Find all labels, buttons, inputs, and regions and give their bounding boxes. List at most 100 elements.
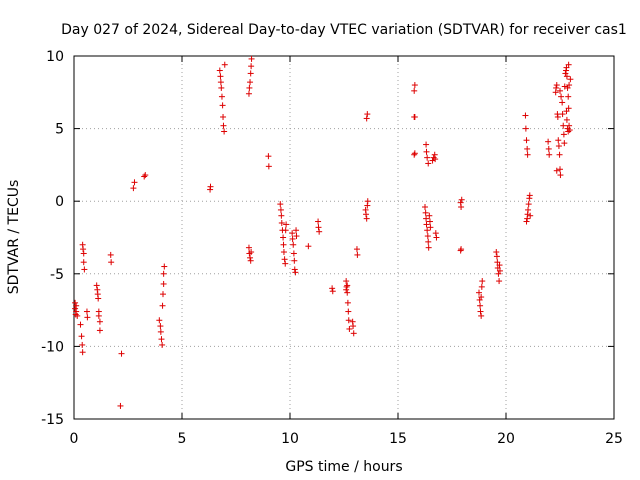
- data-point: [282, 260, 289, 267]
- data-point: [350, 323, 357, 330]
- data-point: [282, 227, 289, 234]
- data-point: [278, 219, 285, 226]
- data-point: [292, 269, 299, 276]
- data-point: [158, 336, 165, 343]
- y-tick-label: -10: [41, 339, 64, 355]
- data-point: [345, 308, 352, 315]
- data-point: [344, 289, 351, 296]
- data-point: [523, 137, 530, 144]
- data-point: [559, 99, 566, 106]
- data-point: [411, 82, 418, 89]
- data-point: [289, 230, 296, 237]
- data-point: [478, 294, 485, 301]
- data-point: [564, 125, 571, 132]
- data-point: [559, 111, 566, 118]
- data-point: [424, 227, 431, 234]
- data-point: [141, 173, 148, 180]
- data-point: [344, 299, 351, 306]
- data-point: [426, 212, 433, 219]
- data-point: [291, 257, 298, 264]
- data-point: [524, 145, 531, 152]
- data-point: [556, 151, 563, 158]
- data-point: [72, 305, 79, 312]
- y-tick-label: 10: [46, 49, 64, 65]
- data-point: [159, 341, 166, 348]
- data-point: [74, 312, 81, 319]
- data-point: [433, 234, 440, 241]
- data-point: [496, 278, 503, 285]
- x-tick-label: 5: [178, 431, 187, 447]
- data-point: [430, 154, 437, 161]
- data-point: [73, 308, 80, 315]
- data-point: [280, 234, 287, 241]
- data-point: [79, 341, 86, 348]
- data-point: [363, 211, 370, 218]
- data-point: [458, 246, 465, 253]
- data-point: [161, 263, 168, 270]
- data-point: [305, 243, 312, 250]
- data-point: [277, 201, 284, 208]
- data-point: [293, 227, 300, 234]
- data-point: [526, 192, 533, 199]
- data-point: [557, 87, 563, 94]
- data-point: [423, 148, 430, 155]
- data-point: [424, 154, 431, 161]
- data-point: [557, 166, 563, 173]
- data-point: [219, 102, 226, 109]
- y-tick-label: -15: [41, 412, 64, 428]
- data-point: [73, 302, 80, 309]
- data-point: [427, 224, 434, 231]
- data-points: [72, 55, 574, 409]
- data-point: [546, 151, 553, 158]
- data-point: [425, 160, 432, 167]
- data-point: [78, 333, 85, 340]
- data-point: [563, 73, 570, 80]
- data-point: [411, 113, 418, 120]
- data-point: [477, 308, 484, 315]
- data-point: [221, 128, 228, 135]
- data-point: [429, 157, 436, 164]
- data-point: [142, 172, 149, 179]
- data-point: [131, 179, 138, 186]
- data-point: [117, 402, 124, 409]
- data-point: [565, 128, 572, 135]
- data-point: [248, 63, 255, 70]
- data-point: [79, 349, 86, 356]
- data-point: [524, 151, 531, 158]
- data-point: [218, 84, 225, 91]
- data-point: [280, 241, 287, 248]
- data-point: [84, 314, 91, 321]
- data-point: [280, 249, 287, 256]
- data-point: [217, 79, 224, 86]
- data-point: [293, 233, 300, 240]
- data-point: [476, 296, 483, 303]
- data-point: [247, 70, 254, 77]
- data-point: [557, 172, 564, 179]
- data-point: [95, 295, 102, 302]
- data-point: [560, 131, 567, 138]
- data-point: [522, 125, 529, 132]
- y-tick-label: 0: [55, 194, 64, 210]
- data-point: [290, 241, 297, 248]
- data-point: [247, 257, 254, 264]
- data-point: [363, 115, 370, 122]
- data-point: [160, 270, 167, 277]
- data-point: [560, 122, 567, 129]
- data-point: [329, 285, 336, 292]
- data-point: [156, 317, 163, 324]
- data-point: [207, 183, 214, 190]
- data-point: [281, 256, 288, 263]
- data-point: [423, 221, 430, 228]
- y-tick-label: 5: [55, 122, 64, 138]
- data-point: [525, 201, 532, 208]
- data-point: [424, 233, 431, 240]
- data-point: [246, 84, 253, 91]
- data-point: [364, 198, 371, 205]
- data-point: [350, 330, 357, 337]
- data-point: [567, 76, 574, 83]
- data-point: [458, 196, 465, 203]
- data-point: [563, 116, 570, 123]
- data-point: [289, 235, 296, 242]
- data-point: [96, 318, 103, 325]
